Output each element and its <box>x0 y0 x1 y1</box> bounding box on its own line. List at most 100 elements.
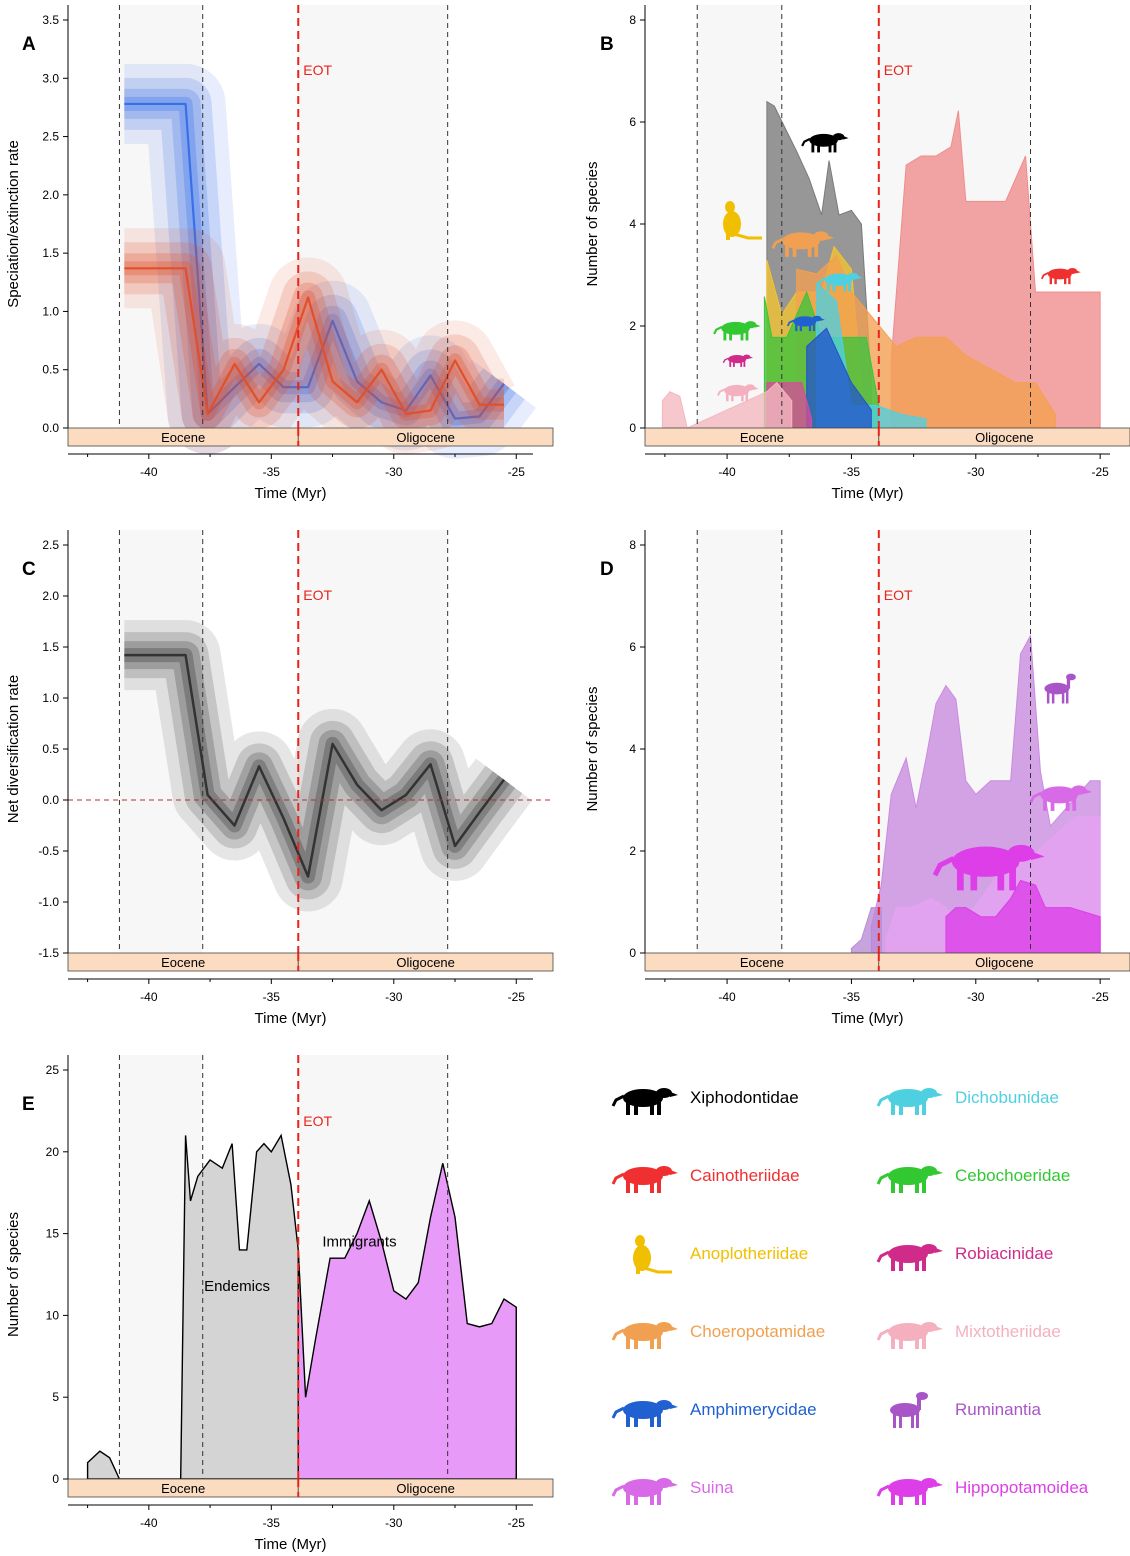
suid-silhouette-icon <box>611 1478 678 1505</box>
y-tick-label: -0.5 <box>38 844 59 858</box>
y-tick-label: 2 <box>629 319 636 333</box>
epoch-label-oligocene: Oligocene <box>396 955 455 970</box>
series-line-0 <box>124 102 505 420</box>
epoch-label-oligocene: Oligocene <box>396 430 455 445</box>
series-line-1 <box>124 267 505 416</box>
legend-label: Amphimerycidae <box>690 1400 817 1419</box>
y-axis-label: Speciation/extinction rate <box>5 140 22 308</box>
legend-label: Hippopotamoidea <box>955 1478 1089 1497</box>
x-tick-label: -25 <box>1091 465 1109 479</box>
y-tick-label: 0 <box>52 1472 59 1486</box>
epoch-band-oligocene <box>297 952 554 972</box>
ruminant-silhouette-icon <box>1044 673 1076 704</box>
y-tick-label: 4 <box>629 217 636 231</box>
mixtotheriid-silhouette-icon <box>876 1322 943 1349</box>
x-tick-label: -40 <box>140 1516 158 1530</box>
y-axis-label: Number of species <box>584 161 601 286</box>
x-tick-label: -30 <box>967 465 985 479</box>
y-tick-label: 0.0 <box>42 421 59 435</box>
panel-letter: C <box>22 559 36 580</box>
y-tick-label: 8 <box>629 538 636 552</box>
epoch-label-oligocene: Oligocene <box>975 955 1034 970</box>
x-tick-label: -35 <box>843 990 861 1004</box>
x-tick-label: -30 <box>385 1516 403 1530</box>
x-tick-label: -25 <box>508 465 526 479</box>
shaded-interval-1 <box>298 5 448 428</box>
cebochoerid-silhouette-icon <box>713 321 761 341</box>
x-axis-label: Time (Myr) <box>832 1010 904 1027</box>
legend-item: Suina <box>610 1468 733 1508</box>
shaded-interval-0 <box>119 5 203 428</box>
epoch-label-oligocene: Oligocene <box>396 1481 455 1496</box>
x-tick-label: -35 <box>843 465 861 479</box>
x-axis-label: Time (Myr) <box>255 1010 327 1027</box>
x-axis-label: Time (Myr) <box>832 485 904 502</box>
y-tick-label: 3.5 <box>42 13 59 27</box>
annotation-immigrants: Immigrants <box>322 1234 396 1251</box>
series-line-0 <box>124 653 506 878</box>
y-tick-label: 15 <box>46 1227 60 1241</box>
legend-item: Hippopotamoidea <box>875 1468 1088 1508</box>
xiphodont-silhouette-icon <box>801 133 849 153</box>
y-tick-label: 2.0 <box>42 188 59 202</box>
shaded-interval-1 <box>298 530 448 953</box>
x-tick-label: -30 <box>967 990 985 1004</box>
y-tick-label: 2 <box>629 844 636 858</box>
robiacinid-silhouette-icon <box>876 1244 943 1271</box>
xiphodont-silhouette-icon <box>611 1088 678 1115</box>
panel-letter: A <box>22 34 36 55</box>
robiacinid-silhouette-icon <box>722 354 754 367</box>
panel-B: EOT Eocene Oligocene 0 2 4 6 8 -40 -35 -30 -25 Time … <box>584 5 1130 502</box>
epoch-label-eocene: Eocene <box>740 955 784 970</box>
x-tick-label: -40 <box>718 465 736 479</box>
x-tick-label: -35 <box>263 990 281 1004</box>
epoch-label-eocene: Eocene <box>161 1481 205 1496</box>
legend-item: Choeropotamidae <box>610 1312 825 1352</box>
choeropotamid-silhouette-icon <box>771 231 835 257</box>
panel-letter: E <box>22 1094 35 1115</box>
y-tick-label: -1.5 <box>38 946 59 960</box>
x-tick-label: -35 <box>263 1516 281 1530</box>
legend-item: Anoplotheriidae <box>610 1234 808 1274</box>
mixtotheriid-silhouette-icon <box>717 384 759 402</box>
y-tick-label: 2.5 <box>42 130 59 144</box>
x-tick-label: -40 <box>140 990 158 1004</box>
area-series-8 <box>661 381 793 429</box>
y-tick-label: 1.5 <box>42 640 59 654</box>
panel-letter: D <box>600 559 614 580</box>
y-tick-label: 20 <box>46 1145 60 1159</box>
cebochoerid-silhouette-icon <box>876 1166 943 1193</box>
x-tick-label: -25 <box>508 990 526 1004</box>
y-axis-label: Net diversification rate <box>5 675 22 823</box>
dichobunid-silhouette-icon <box>876 1088 943 1115</box>
suid-silhouette-icon <box>1029 785 1093 811</box>
legend-item: Xiphodontidae <box>610 1078 799 1118</box>
y-tick-label: 10 <box>46 1308 60 1322</box>
anoplothere-silhouette-icon <box>633 1235 672 1274</box>
eot-label: EOT <box>303 587 332 603</box>
legend-label: Cebochoeridae <box>955 1166 1071 1185</box>
y-axis-label: Number of species <box>5 1212 22 1337</box>
panel-E: EOT Eocene Oligocene 0 5 10 15 20 25 -40 -35 -30 -25… <box>5 1055 554 1553</box>
epoch-label-eocene: Eocene <box>161 955 205 970</box>
epoch-band-oligocene <box>297 1478 554 1498</box>
y-tick-label: 1.0 <box>42 691 59 705</box>
shaded-interval-0 <box>697 530 782 953</box>
x-tick-label: -30 <box>385 465 403 479</box>
legend-item: Cainotheriidae <box>610 1156 800 1196</box>
y-tick-label: 0.0 <box>42 793 59 807</box>
y-tick-label: 25 <box>46 1063 60 1077</box>
amphimerycid-silhouette-icon <box>611 1400 678 1427</box>
legend-label: Ruminantia <box>955 1400 1041 1419</box>
y-tick-label: 6 <box>629 115 636 129</box>
panel-letter: B <box>600 34 614 55</box>
anoplothere-silhouette-icon <box>723 201 762 240</box>
x-tick-label: -25 <box>508 1516 526 1530</box>
cainothere-silhouette-icon <box>1040 268 1081 285</box>
legend-label: Anoplotheriidae <box>690 1244 809 1263</box>
y-tick-label: 0 <box>629 421 636 435</box>
x-axis-label: Time (Myr) <box>255 485 327 502</box>
legend-label: Robiacinidae <box>955 1244 1054 1263</box>
eot-label: EOT <box>884 62 913 78</box>
y-tick-label: 8 <box>629 13 636 27</box>
